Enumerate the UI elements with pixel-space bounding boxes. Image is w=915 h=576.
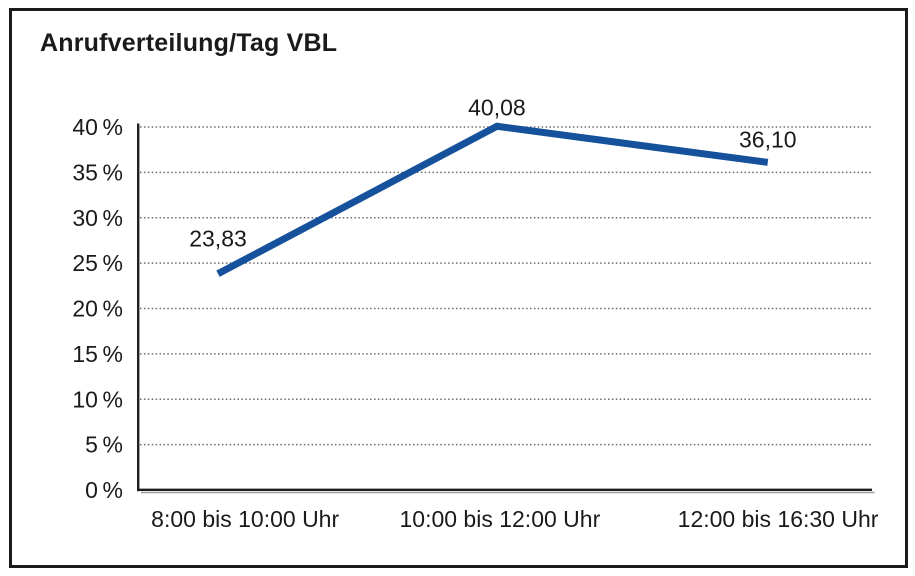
y-tick-label: 30 % — [72, 205, 123, 231]
y-tick-label: 35 % — [72, 159, 123, 185]
y-tick-label: 0 % — [85, 477, 123, 503]
y-tick-label: 25 % — [72, 250, 123, 276]
chart-title: Anrufverteilung/Tag VBL — [40, 29, 338, 57]
chart-border — [9, 8, 908, 568]
y-tick-label: 10 % — [72, 386, 123, 412]
y-tick-label: 5 % — [85, 432, 123, 458]
data-point-label: 36,10 — [739, 126, 797, 152]
data-point-label: 23,83 — [189, 226, 247, 252]
x-category-label: 12:00 bis 16:30 Uhr — [678, 506, 879, 532]
data-line — [216, 122, 769, 277]
y-tick-label: 40 % — [72, 114, 123, 140]
y-tick-label: 15 % — [72, 341, 123, 367]
x-category-label: 10:00 bis 12:00 Uhr — [399, 506, 600, 532]
x-category-label: 8:00 bis 10:00 Uhr — [151, 506, 339, 532]
y-tick-label: 20 % — [72, 296, 123, 322]
data-point-label: 40,08 — [468, 94, 526, 120]
